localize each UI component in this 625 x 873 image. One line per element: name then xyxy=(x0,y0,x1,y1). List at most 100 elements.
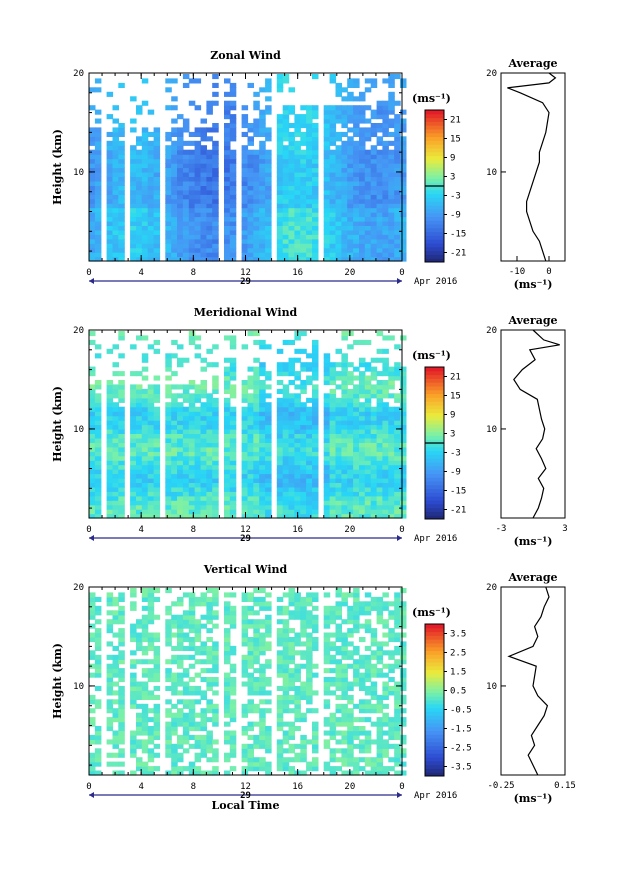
heatmap-cell xyxy=(94,734,102,740)
heatmap-cell xyxy=(294,402,301,408)
heatmap-cell xyxy=(335,82,342,88)
heatmap-cell xyxy=(206,601,213,607)
heatmap-cell xyxy=(89,163,96,169)
heatmap-cell xyxy=(188,726,196,732)
heatmap-cell xyxy=(212,681,219,687)
heatmap-cell xyxy=(224,721,231,727)
heatmap-cell xyxy=(382,335,389,341)
heatmap-cell xyxy=(382,743,389,749)
heatmap-cell xyxy=(341,491,348,497)
heatmap-cell xyxy=(364,748,372,754)
heatmap-cell xyxy=(335,469,342,475)
heatmap-cell xyxy=(347,158,354,164)
heatmap-cell xyxy=(288,460,295,466)
heatmap-cell xyxy=(106,140,114,146)
heatmap-cell xyxy=(206,234,213,240)
profile-x-tick-label: 3 xyxy=(562,524,567,534)
heatmap-cell xyxy=(247,415,254,421)
heatmap-cell xyxy=(136,171,143,177)
heatmap-cell xyxy=(112,234,119,240)
heatmap-cell xyxy=(136,464,143,470)
heatmap-cell xyxy=(112,247,119,253)
heatmap-cell xyxy=(329,131,337,137)
heatmap-cell xyxy=(177,637,184,643)
heatmap-cell xyxy=(300,256,307,262)
heatmap-cell xyxy=(94,752,102,758)
heatmap-cell xyxy=(153,428,161,434)
heatmap-cell xyxy=(276,78,284,84)
heatmap-cell xyxy=(165,739,172,745)
heatmap-cell xyxy=(177,442,184,448)
heatmap-cell xyxy=(282,455,290,461)
heatmap-cell xyxy=(153,212,161,218)
heatmap-cell xyxy=(276,252,284,258)
heatmap-cell xyxy=(394,748,401,754)
heatmap-cell xyxy=(241,388,249,394)
heatmap-cell xyxy=(335,149,342,155)
heatmap-cell xyxy=(376,371,384,377)
heatmap-cell xyxy=(382,592,389,598)
heatmap-cell xyxy=(188,605,196,611)
heatmap-cell xyxy=(94,610,102,616)
heatmap-cell xyxy=(212,82,219,88)
heatmap-cell xyxy=(224,402,231,408)
heatmap-cell xyxy=(147,243,155,249)
heatmap-cell xyxy=(335,681,342,687)
heatmap-cell xyxy=(306,610,313,616)
heatmap-cell xyxy=(89,252,96,258)
heatmap-cell xyxy=(259,216,266,222)
heatmap-cell xyxy=(247,734,254,740)
heatmap-cell xyxy=(147,495,155,501)
heatmap-cell xyxy=(335,114,342,120)
heatmap-cell xyxy=(106,415,114,421)
heatmap-cell xyxy=(165,149,172,155)
heatmap-cell xyxy=(206,362,213,368)
heatmap-cell xyxy=(118,225,125,231)
heatmap-cell xyxy=(141,632,149,638)
heatmap-cell xyxy=(400,167,407,173)
heatmap-cell xyxy=(294,469,301,475)
heatmap-cell xyxy=(288,473,295,479)
heatmap-cell xyxy=(118,685,125,691)
heatmap-cell xyxy=(229,766,237,772)
heatmap-cell xyxy=(118,446,125,452)
heatmap-cell xyxy=(141,158,149,164)
heatmap-cell xyxy=(353,766,360,772)
heatmap-cell xyxy=(341,730,348,736)
heatmap-cell xyxy=(224,216,231,222)
heatmap-cell xyxy=(94,127,102,133)
heatmap-cell xyxy=(382,619,389,625)
heatmap-cell xyxy=(335,650,342,656)
heatmap-cell xyxy=(376,203,384,209)
colorbar-segment xyxy=(425,707,444,712)
heatmap-cell xyxy=(312,420,319,426)
heatmap-cell xyxy=(130,344,137,350)
heatmap-cell xyxy=(400,198,407,204)
heatmap-cell xyxy=(282,757,290,763)
heatmap-cell xyxy=(153,734,161,740)
heatmap-cell xyxy=(112,752,119,758)
heatmap-cell xyxy=(247,220,254,226)
heatmap-cell xyxy=(212,362,219,368)
heatmap-cell xyxy=(300,752,307,758)
heatmap-cell xyxy=(177,238,184,244)
heatmap-cell xyxy=(265,446,272,452)
heatmap-cell xyxy=(106,247,114,253)
heatmap-cell xyxy=(194,734,202,740)
heatmap-cell xyxy=(359,339,366,345)
heatmap-cell xyxy=(224,619,231,625)
heatmap-cell xyxy=(147,406,155,412)
heatmap-cell xyxy=(136,136,143,142)
heatmap-cell xyxy=(294,650,301,656)
heatmap-cell xyxy=(347,96,354,102)
heatmap-cell xyxy=(253,504,260,510)
colorbar-segment xyxy=(425,726,444,731)
heatmap-cell xyxy=(276,176,284,182)
heatmap-cell xyxy=(335,402,342,408)
heatmap-cell xyxy=(153,158,161,164)
heatmap-cell xyxy=(294,451,301,457)
colorbar-segment xyxy=(425,239,444,244)
heatmap-cell xyxy=(312,428,319,434)
heatmap-cell xyxy=(177,743,184,749)
colorbar-segment xyxy=(425,148,444,153)
